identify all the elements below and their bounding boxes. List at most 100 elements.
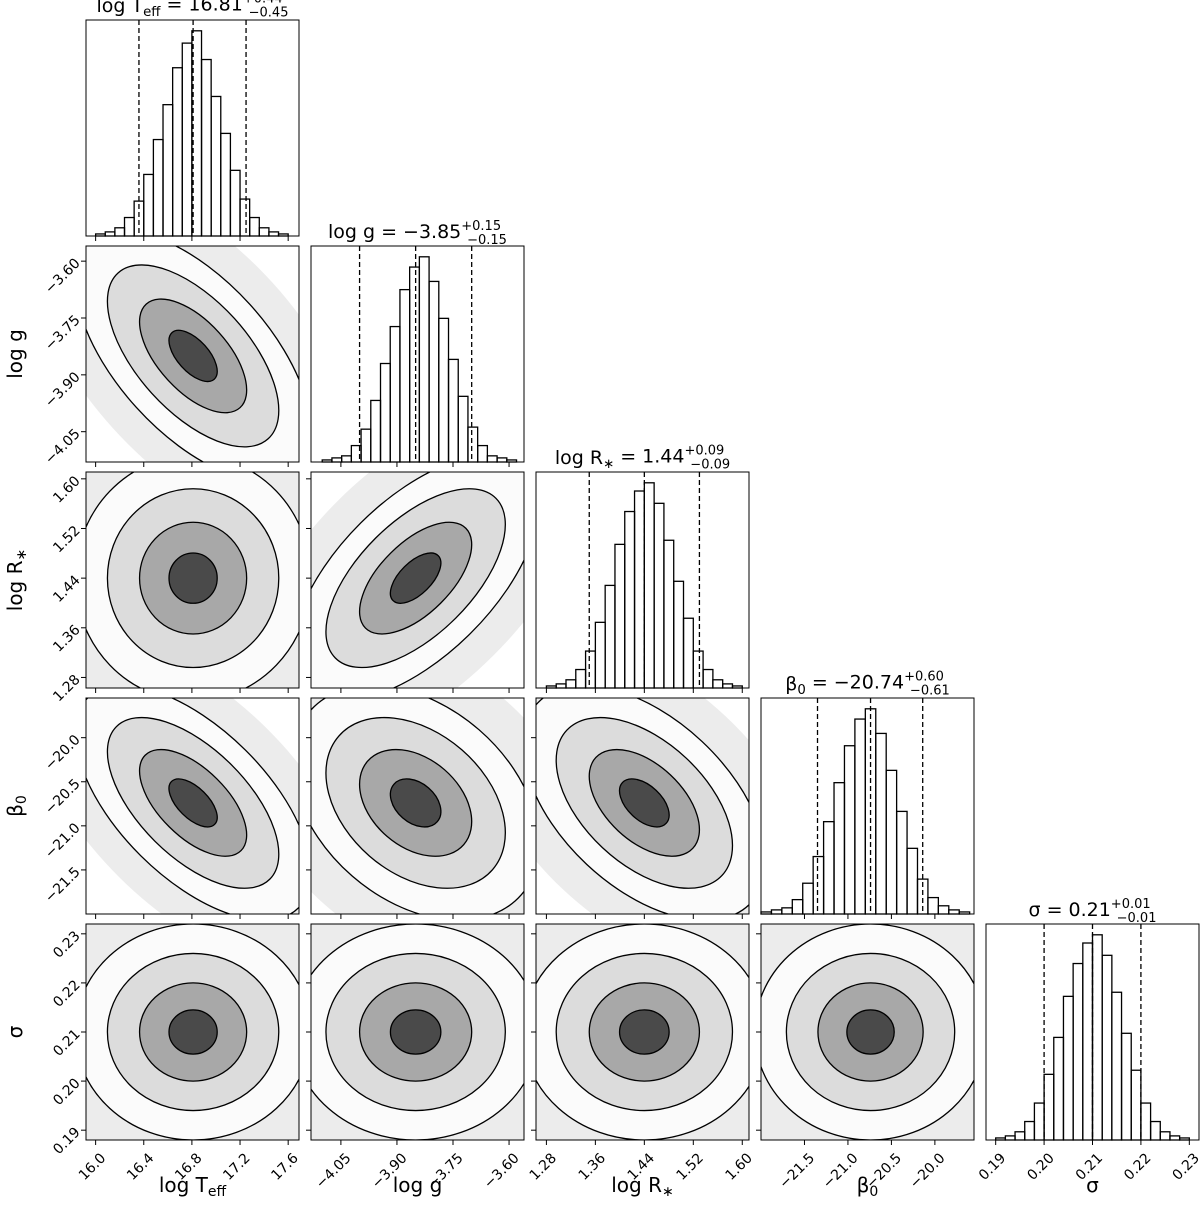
hist-bar [927, 896, 940, 915]
hist-bar [181, 42, 193, 237]
panel: −21.5−21.0−20.5−20.0β0 [756, 923, 975, 1200]
hist-bar [833, 782, 846, 915]
hist-bar [663, 539, 675, 689]
err-minus: −0.15 [467, 233, 507, 248]
hist-bar [1130, 1069, 1142, 1141]
panel [306, 697, 525, 919]
hist-bar [885, 769, 898, 915]
label-text: σ [1029, 899, 1041, 921]
x-tick-label: 1.60 [723, 1150, 756, 1183]
hist-bar [1043, 1073, 1055, 1141]
hist-bar [220, 132, 232, 237]
hist-bar [399, 288, 411, 463]
label-sub: ∗ [662, 1184, 674, 1200]
hist-bar [843, 745, 856, 915]
hist-bar [575, 668, 587, 689]
label-text: log g [393, 1173, 443, 1197]
label-text: log g [3, 329, 27, 379]
hist-bar [937, 905, 950, 915]
hist-bar [467, 426, 479, 463]
y-tick-label: 0.23 [50, 928, 83, 961]
x-tick-label: 16.0 [76, 1150, 109, 1183]
label-sub: ∗ [603, 457, 614, 472]
x-tick-label: −20.0 [907, 1150, 949, 1192]
y-tick-label: −20.5 [42, 776, 84, 818]
x-tick-label: −4.05 [313, 1150, 355, 1192]
hist-bar [906, 847, 919, 915]
y-axis-label: log R∗ [3, 549, 30, 611]
hist-bar [1111, 991, 1123, 1141]
y-tick-label: −20.0 [42, 732, 84, 774]
hist-bar [770, 909, 783, 915]
panel-frame [760, 923, 975, 1141]
panel-title: σ = 0.21+0.01 −0.01 [1029, 897, 1157, 926]
hist-bar [331, 457, 343, 463]
label-text: σ [3, 1025, 27, 1038]
x-axis-label: log g [393, 1173, 443, 1197]
equals: = [1047, 899, 1063, 921]
hist-bar [1159, 1131, 1171, 1141]
hist-bar [360, 428, 372, 463]
hist-bar [340, 455, 353, 463]
y-tick-label: 0.19 [50, 1125, 83, 1158]
y-tick-label: 0.21 [50, 1026, 83, 1059]
median-value: 0.21 [1068, 899, 1110, 921]
panel: log R∗ = 1.44+0.09 −0.09 [535, 443, 750, 693]
contour [846, 1009, 895, 1055]
x-tick-label: −21.5 [776, 1150, 818, 1192]
hist-bar [114, 227, 126, 237]
equals: = [381, 221, 397, 243]
hist-bar [496, 457, 508, 463]
hist-bar [486, 455, 498, 463]
x-tick-label: 16.4 [124, 1150, 157, 1183]
hist-bar [791, 898, 804, 915]
y-axis-label: σ [3, 1025, 27, 1038]
x-tick-label: 0.19 [976, 1150, 1009, 1183]
y-tick-label: 1.28 [50, 672, 83, 705]
hist-bar [239, 198, 251, 237]
equals: = [812, 671, 828, 693]
contours [761, 924, 974, 1140]
panel-frame [310, 245, 525, 463]
err-minus: −0.61 [910, 683, 950, 698]
hist-bar [802, 882, 814, 915]
hist-bar [692, 650, 704, 689]
x-tick-label: 17.2 [220, 1150, 253, 1183]
hist-bar [781, 907, 793, 915]
label-text: log T [97, 0, 144, 17]
y-tick-label: 0.22 [50, 977, 83, 1010]
hist-bar [171, 67, 183, 237]
contours [536, 698, 749, 914]
hist-bar [1053, 1036, 1065, 1141]
x-tick-label: 0.20 [1024, 1150, 1057, 1183]
y-tick-label: −3.60 [42, 256, 84, 298]
hist-bar [643, 482, 655, 689]
panel-frame [85, 923, 300, 1141]
contours [536, 924, 749, 1140]
panel-frame [85, 19, 300, 237]
median-value: −20.74 [834, 671, 904, 693]
hist-bar [584, 650, 597, 689]
hist-bar [604, 584, 616, 689]
x-tick-label: 17.6 [268, 1150, 301, 1183]
hist-bar [143, 173, 155, 237]
y-tick-label: −21.5 [42, 864, 84, 906]
panel-frame [310, 697, 525, 915]
hist-bar [948, 909, 960, 915]
panel-frame [310, 923, 525, 1141]
panel: log g = −3.85+0.15 −0.15 [310, 219, 525, 467]
hist-bar [123, 216, 135, 237]
y-tick-label: 1.44 [50, 572, 83, 605]
err-plus: +0.01 [1111, 897, 1151, 912]
hist-bar [594, 621, 606, 689]
contours [86, 246, 299, 462]
hist-bar [1120, 1032, 1132, 1141]
panel-frame [310, 471, 525, 689]
hist-bar [1149, 1120, 1161, 1141]
x-tick-label: 1.36 [576, 1150, 609, 1183]
hist-bar [229, 169, 241, 237]
panel: σ = 0.21+0.01 −0.01 0.19 0.20 0.21 0.22 0.23 σ [976, 897, 1200, 1197]
label-text: log g [328, 221, 375, 243]
panel-frame [85, 245, 300, 463]
x-tick-label: −3.60 [481, 1150, 523, 1192]
